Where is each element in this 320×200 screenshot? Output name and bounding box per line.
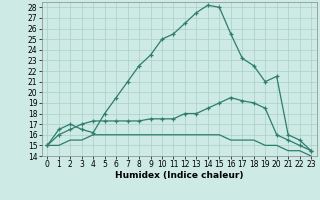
X-axis label: Humidex (Indice chaleur): Humidex (Indice chaleur) xyxy=(115,171,244,180)
